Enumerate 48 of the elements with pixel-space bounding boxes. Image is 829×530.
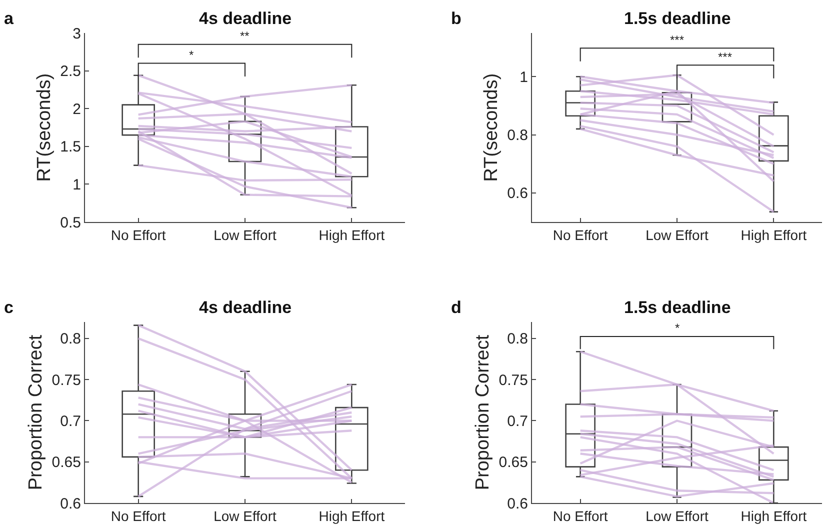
- x-tick-label: High Effort: [740, 226, 807, 243]
- chart-title: 1.5s deadline: [624, 298, 731, 317]
- y-tick-label: 0.65: [52, 454, 81, 472]
- y-tick-label: 0.75: [52, 372, 81, 389]
- y-tick-label: 0.7: [507, 412, 528, 430]
- annotation: *: [189, 48, 194, 62]
- y-tick-label: 1.5: [60, 138, 81, 156]
- x-tick-label: High Effort: [740, 508, 807, 524]
- chart-title: 4s deadline: [199, 9, 292, 28]
- text: d: [451, 298, 462, 317]
- text: a: [4, 9, 14, 28]
- y-tick-label: 0.8: [507, 330, 528, 348]
- x-tick-label: High Effort: [318, 226, 385, 243]
- y-tick-label: 0.8: [60, 330, 81, 348]
- x-tick-label: Low Effort: [646, 508, 708, 524]
- annotation: **: [240, 29, 250, 43]
- y-tick-label: 1: [520, 68, 528, 86]
- y-tick-label: 0.6: [507, 185, 528, 202]
- x-tick-label: No Effort: [552, 508, 608, 524]
- y-tick-label: 1: [72, 176, 81, 194]
- y-tick-label: 0.6: [507, 495, 528, 512]
- y-tick-label: 3: [72, 25, 81, 42]
- x-tick-label: High Effort: [318, 508, 385, 524]
- y-axis-title: RT(seconds): [34, 73, 55, 182]
- y-tick-label: 0.65: [498, 454, 528, 472]
- y-tick-label: 0.8: [507, 127, 528, 144]
- y-axis-title: Proportion Correct: [472, 334, 494, 490]
- annotation: ***: [718, 50, 732, 64]
- annotation: ***: [670, 33, 684, 47]
- x-tick-label: Low Effort: [646, 226, 708, 243]
- text: b: [451, 9, 462, 28]
- y-tick-label: 0.7: [60, 412, 81, 430]
- annotation: *: [675, 321, 680, 335]
- y-axis-title: Proportion Correct: [26, 334, 47, 490]
- y-tick-label: 2.5: [60, 63, 81, 80]
- text: c: [4, 298, 14, 317]
- chart-title: 4s deadline: [199, 298, 292, 317]
- y-tick-label: 0.5: [60, 214, 81, 232]
- chart-title: 1.5s deadline: [624, 9, 731, 28]
- y-tick-label: 0.75: [498, 372, 528, 389]
- y-tick-label: 2: [72, 100, 81, 118]
- x-tick-label: Low Effort: [214, 226, 276, 243]
- x-tick-label: Low Effort: [214, 508, 276, 524]
- y-axis-title: RT(seconds): [480, 73, 502, 182]
- x-tick-label: No Effort: [552, 226, 608, 243]
- x-tick-label: No Effort: [110, 508, 166, 524]
- x-tick-label: No Effort: [110, 226, 166, 243]
- y-tick-label: 0.6: [60, 495, 81, 512]
